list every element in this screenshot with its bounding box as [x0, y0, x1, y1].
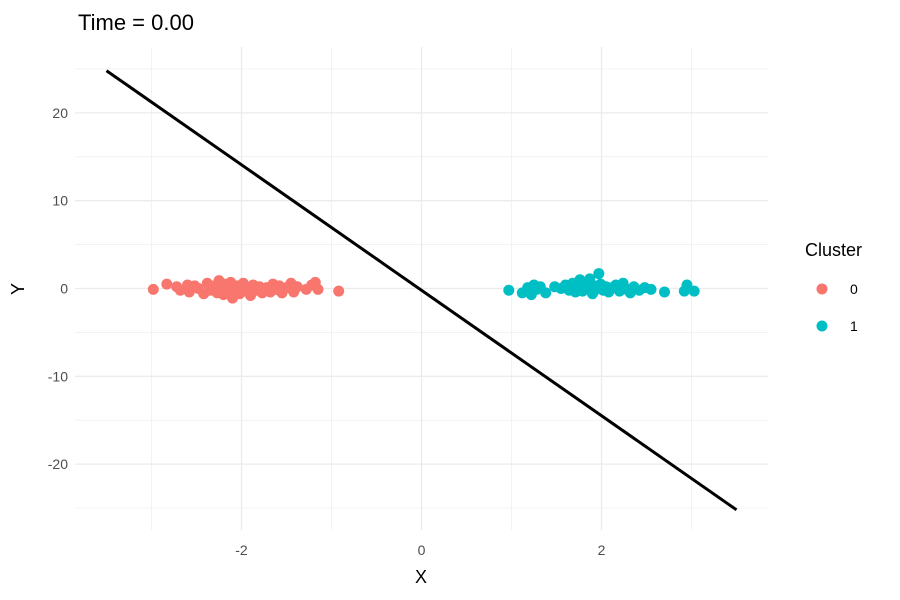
- data-point-cluster-0: [147, 283, 159, 295]
- chart-title: Time = 0.00: [78, 10, 194, 35]
- data-point-cluster-0: [333, 285, 345, 297]
- data-point-cluster-1: [540, 287, 552, 299]
- data-point-cluster-1: [503, 284, 515, 296]
- y-tick-label: 0: [60, 281, 68, 297]
- data-point-cluster-1: [688, 285, 700, 297]
- x-tick-label: 2: [598, 542, 606, 558]
- legend-label-cluster-1: 1: [850, 318, 858, 334]
- data-point-cluster-0: [161, 278, 173, 290]
- legend-title: Cluster: [805, 240, 862, 260]
- legend-items: 01: [816, 281, 858, 334]
- data-point-cluster-1: [681, 279, 693, 291]
- data-points: [147, 268, 700, 304]
- legend-label-cluster-0: 0: [850, 281, 858, 297]
- y-tick-labels: -20 -10 0 10 20: [48, 105, 68, 472]
- y-axis-title: Y: [8, 283, 28, 295]
- data-point-cluster-1: [593, 268, 605, 280]
- x-axis-title: X: [415, 567, 427, 587]
- data-point-cluster-0: [291, 281, 303, 293]
- legend-marker-cluster-1: [816, 320, 828, 332]
- y-tick-label: -20: [48, 456, 68, 472]
- y-tick-label: -10: [48, 368, 68, 384]
- data-point-cluster-1: [659, 286, 670, 298]
- y-tick-label: 20: [52, 105, 68, 121]
- boundary-line-group: [105, 69, 738, 512]
- boundary-line: [105, 69, 738, 512]
- legend-marker-cluster-0: [816, 283, 828, 295]
- y-tick-label: 10: [52, 193, 68, 209]
- x-tick-labels: -2 0 2: [235, 542, 605, 558]
- x-tick-label: -2: [235, 542, 248, 558]
- x-tick-label: 0: [418, 542, 426, 558]
- data-point-cluster-1: [645, 283, 657, 295]
- legend: Cluster 01: [805, 240, 862, 334]
- data-point-cluster-0: [312, 283, 324, 295]
